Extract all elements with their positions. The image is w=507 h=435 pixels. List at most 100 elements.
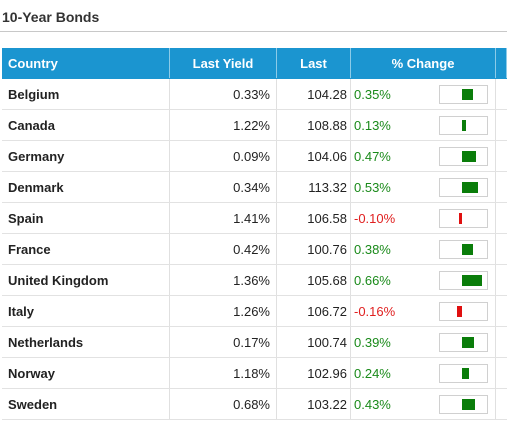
table-body: Belgium 0.33% 104.28 0.35% Canada 1.22% 108.88… bbox=[2, 79, 507, 420]
change-bar-frame bbox=[439, 209, 488, 228]
last-yield-value: 0.34% bbox=[170, 172, 277, 202]
column-header-country[interactable]: Country bbox=[2, 48, 170, 78]
change-value: -0.16% bbox=[354, 303, 396, 319]
title-divider bbox=[0, 31, 507, 32]
last-value: 106.72 bbox=[277, 296, 351, 326]
change-bar bbox=[462, 275, 482, 286]
change-bar-frame bbox=[439, 147, 488, 166]
country-name[interactable]: Sweden bbox=[2, 389, 170, 419]
country-name[interactable]: Netherlands bbox=[2, 327, 170, 357]
table-row[interactable]: Netherlands 0.17% 100.74 0.39% bbox=[2, 327, 507, 358]
change-bar-frame bbox=[439, 240, 488, 259]
change-cell: 0.66% bbox=[351, 265, 496, 295]
change-bar bbox=[462, 399, 475, 410]
table-row[interactable]: France 0.42% 100.76 0.38% bbox=[2, 234, 507, 265]
change-bar-frame bbox=[439, 178, 488, 197]
table-row[interactable]: Denmark 0.34% 113.32 0.53% bbox=[2, 172, 507, 203]
change-value: 0.35% bbox=[354, 86, 391, 102]
table-row[interactable]: Canada 1.22% 108.88 0.13% bbox=[2, 110, 507, 141]
table-row[interactable]: Norway 1.18% 102.96 0.24% bbox=[2, 358, 507, 389]
row-end bbox=[496, 79, 507, 109]
row-end bbox=[496, 172, 507, 202]
change-bar bbox=[459, 213, 462, 224]
row-end bbox=[496, 358, 507, 388]
country-name[interactable]: Norway bbox=[2, 358, 170, 388]
change-bar-frame bbox=[439, 302, 488, 321]
last-value: 106.58 bbox=[277, 203, 351, 233]
last-value: 104.06 bbox=[277, 141, 351, 171]
column-header-change[interactable]: % Change bbox=[351, 48, 496, 78]
change-bar-frame bbox=[439, 116, 488, 135]
last-value: 103.22 bbox=[277, 389, 351, 419]
country-name[interactable]: Italy bbox=[2, 296, 170, 326]
change-value: -0.10% bbox=[354, 210, 396, 226]
table-row[interactable]: Belgium 0.33% 104.28 0.35% bbox=[2, 79, 507, 110]
last-value: 100.74 bbox=[277, 327, 351, 357]
last-value: 105.68 bbox=[277, 265, 351, 295]
last-value: 113.32 bbox=[277, 172, 351, 202]
change-value: 0.53% bbox=[354, 179, 391, 195]
table-row[interactable]: Germany 0.09% 104.06 0.47% bbox=[2, 141, 507, 172]
row-end bbox=[496, 265, 507, 295]
change-bar bbox=[462, 244, 473, 255]
country-name[interactable]: Belgium bbox=[2, 79, 170, 109]
change-cell: 0.35% bbox=[351, 79, 496, 109]
row-end bbox=[496, 327, 507, 357]
last-yield-value: 1.22% bbox=[170, 110, 277, 140]
country-name[interactable]: Canada bbox=[2, 110, 170, 140]
change-bar-frame bbox=[439, 395, 488, 414]
change-value: 0.66% bbox=[354, 272, 391, 288]
last-yield-value: 0.42% bbox=[170, 234, 277, 264]
last-value: 100.76 bbox=[277, 234, 351, 264]
table-header: Country Last Yield Last % Change bbox=[2, 48, 507, 79]
last-yield-value: 0.68% bbox=[170, 389, 277, 419]
column-header-end bbox=[496, 48, 507, 78]
row-end bbox=[496, 203, 507, 233]
change-cell: 0.24% bbox=[351, 358, 496, 388]
change-cell: 0.47% bbox=[351, 141, 496, 171]
last-yield-value: 0.33% bbox=[170, 79, 277, 109]
country-name[interactable]: Spain bbox=[2, 203, 170, 233]
table-row[interactable]: Italy 1.26% 106.72 -0.16% bbox=[2, 296, 507, 327]
last-value: 102.96 bbox=[277, 358, 351, 388]
change-bar bbox=[462, 182, 478, 193]
column-header-last[interactable]: Last bbox=[277, 48, 351, 78]
change-bar bbox=[462, 337, 474, 348]
last-yield-value: 0.09% bbox=[170, 141, 277, 171]
last-yield-value: 1.18% bbox=[170, 358, 277, 388]
change-bar bbox=[462, 151, 476, 162]
table-row[interactable]: United Kingdom 1.36% 105.68 0.66% bbox=[2, 265, 507, 296]
change-value: 0.24% bbox=[354, 365, 391, 381]
table-row[interactable]: Spain 1.41% 106.58 -0.10% bbox=[2, 203, 507, 234]
change-bar bbox=[457, 306, 462, 317]
change-bar bbox=[462, 368, 469, 379]
table-row[interactable]: Sweden 0.68% 103.22 0.43% bbox=[2, 389, 507, 420]
change-value: 0.47% bbox=[354, 148, 391, 164]
country-name[interactable]: Germany bbox=[2, 141, 170, 171]
last-yield-value: 1.41% bbox=[170, 203, 277, 233]
country-name[interactable]: Denmark bbox=[2, 172, 170, 202]
row-end bbox=[496, 110, 507, 140]
row-end bbox=[496, 141, 507, 171]
row-end bbox=[496, 234, 507, 264]
change-bar-frame bbox=[439, 85, 488, 104]
change-cell: 0.39% bbox=[351, 327, 496, 357]
change-value: 0.43% bbox=[354, 396, 391, 412]
change-bar bbox=[462, 120, 466, 131]
change-value: 0.38% bbox=[354, 241, 391, 257]
column-header-last-yield[interactable]: Last Yield bbox=[170, 48, 277, 78]
widget-title: 10-Year Bonds bbox=[2, 9, 100, 25]
change-bar-frame bbox=[439, 364, 488, 383]
change-cell: -0.10% bbox=[351, 203, 496, 233]
last-yield-value: 1.36% bbox=[170, 265, 277, 295]
bonds-table: Country Last Yield Last % Change Belgium… bbox=[2, 48, 507, 420]
last-value: 108.88 bbox=[277, 110, 351, 140]
country-name[interactable]: France bbox=[2, 234, 170, 264]
row-end bbox=[496, 389, 507, 419]
country-name[interactable]: United Kingdom bbox=[2, 265, 170, 295]
change-bar bbox=[462, 89, 473, 100]
last-value: 104.28 bbox=[277, 79, 351, 109]
change-bar-frame bbox=[439, 333, 488, 352]
last-yield-value: 1.26% bbox=[170, 296, 277, 326]
